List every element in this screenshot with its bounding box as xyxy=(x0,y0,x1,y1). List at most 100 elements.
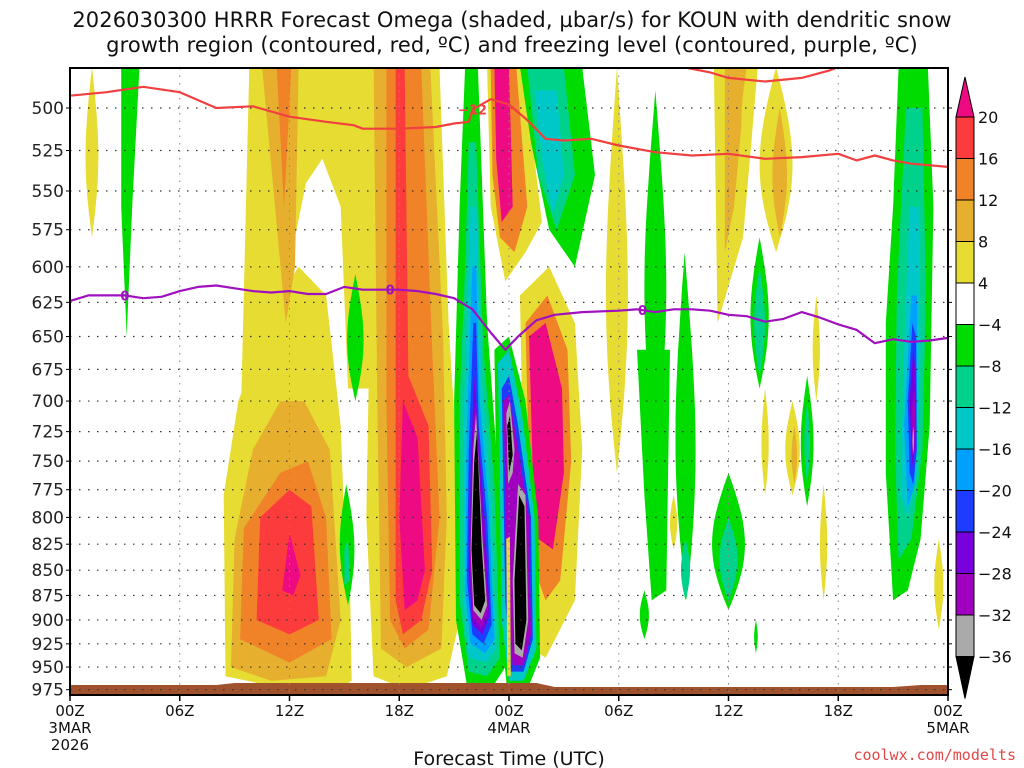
x-tick-label: 5MAR xyxy=(926,719,969,737)
omega-positive-column-right xyxy=(605,68,628,473)
colorbar-bin xyxy=(955,448,975,491)
y-tick-label: 825 xyxy=(32,535,64,555)
contour-label: 0 xyxy=(638,304,647,319)
omega-positive-column-20 xyxy=(399,401,425,611)
omega-positive-small xyxy=(670,495,678,550)
omega-negative-band-12 xyxy=(534,90,564,215)
colorbar-bin xyxy=(955,614,975,657)
omega-positive-small-core xyxy=(791,425,798,485)
omega-positive-over-20 xyxy=(282,533,301,596)
x-tick-label: 12Z xyxy=(714,702,743,720)
temperature-contours xyxy=(70,68,948,351)
colorbar-triangle-top xyxy=(955,76,975,118)
contour-labels: −12 0 0 0 xyxy=(120,104,647,319)
y-tick-label: 700 xyxy=(32,392,64,412)
omega-negative-small xyxy=(639,590,649,640)
chart-title: 2026030300 HRRR Forecast Omega (shaded, … xyxy=(0,8,1024,58)
omega-ascent-over-36 xyxy=(471,431,486,614)
y-tick-label: 925 xyxy=(32,635,64,655)
omega-positive-streak xyxy=(85,68,99,238)
colorbar-label: −20 xyxy=(978,482,1012,501)
y-tick-label: 750 xyxy=(32,452,64,472)
y-tick-label: 675 xyxy=(32,360,64,380)
omega-positive-region xyxy=(225,68,391,690)
colorbar-label: −36 xyxy=(978,648,1012,667)
y-tick-label: 800 xyxy=(32,508,64,528)
colorbar-label: −4 xyxy=(978,316,1002,335)
x-tick-label: 06Z xyxy=(604,702,633,720)
colorbar-label: 8 xyxy=(978,233,988,252)
credit-link[interactable]: coolwx.com/modelts xyxy=(853,746,1016,764)
x-tick-label: 06Z xyxy=(165,702,194,720)
x-tick-label: 00Z xyxy=(494,702,523,720)
colorbar-bin xyxy=(955,199,975,242)
omega-negative-column xyxy=(121,68,140,337)
omega-positive-sliver xyxy=(506,536,511,677)
colorbar-label: 20 xyxy=(978,108,998,127)
contour-line xyxy=(70,85,948,168)
colorbar-label: −8 xyxy=(978,357,1002,376)
omega-negative-lens-core xyxy=(719,517,738,601)
ground-fill xyxy=(70,683,948,695)
colorbar-label: 12 xyxy=(978,191,998,210)
omega-positive-thin xyxy=(934,538,944,630)
y-tick-label: 900 xyxy=(32,611,64,631)
colorbar-label: 16 xyxy=(978,150,998,169)
omega-positive-thin xyxy=(761,388,769,496)
omega-positive-lobe-20 xyxy=(529,323,564,550)
contour-label: 0 xyxy=(120,289,129,304)
colorbar: 20 16 12 8 4 −4 −8 −12 −16 −20 −24 −28 −32 −36 xyxy=(955,76,1012,699)
y-tick-label: 850 xyxy=(32,561,64,581)
colorbar-label: 4 xyxy=(978,274,988,293)
y-tick-label: 650 xyxy=(32,328,64,348)
contour-label: 0 xyxy=(386,284,395,299)
omega-negative-lens-core xyxy=(754,266,766,376)
colorbar-bin xyxy=(955,407,975,450)
colorbar-label: −28 xyxy=(978,565,1012,584)
colorbar-bin xyxy=(955,490,975,533)
x-tick-label: 12Z xyxy=(275,702,304,720)
omega-negative-lower xyxy=(637,349,670,601)
colorbar-bin xyxy=(955,282,975,325)
x-tick-label: 18Z xyxy=(385,702,414,720)
omega-ascent-plume-32 xyxy=(912,425,914,456)
omega-positive-upper-right-8 xyxy=(724,68,747,253)
ground-surface xyxy=(70,683,948,695)
y-tick-label: 775 xyxy=(32,481,64,501)
y-tick-label: 975 xyxy=(32,681,64,701)
x-tick-label: 4MAR xyxy=(487,719,530,737)
omega-ascent-right-over-36 xyxy=(514,495,527,651)
omega-negative-small-core xyxy=(804,401,810,485)
omega-negative-column xyxy=(675,252,696,601)
y-axis: 500 525 550 575 600 625 650 675 700 725 750 775 800 8… xyxy=(32,99,952,701)
colorbar-bin xyxy=(955,531,975,574)
omega-positive-right-core xyxy=(772,108,787,238)
x-tick-label: 2026 xyxy=(51,736,89,754)
x-tick-label: 18Z xyxy=(824,702,853,720)
colorbar-label: −32 xyxy=(978,606,1012,625)
colorbar-bin xyxy=(955,365,975,408)
colorbar-bin xyxy=(955,573,975,616)
x-tick-label: 00Z xyxy=(933,702,962,720)
y-tick-label: 575 xyxy=(32,221,64,241)
x-tick-label: 00Z xyxy=(55,702,84,720)
y-tick-label: 875 xyxy=(32,586,64,606)
omega-positive-thin xyxy=(812,295,820,402)
omega-negative-core-small xyxy=(680,538,691,601)
colorbar-bin xyxy=(955,158,975,201)
omega-negative-core xyxy=(344,538,350,586)
y-tick-label: 725 xyxy=(32,423,64,443)
y-tick-label: 500 xyxy=(32,99,64,119)
colorbar-label: −12 xyxy=(978,399,1012,418)
chart-title-line-2: growth region (contoured, red, ºC) and f… xyxy=(106,33,918,57)
y-tick-label: 600 xyxy=(32,258,64,278)
omega-shading xyxy=(85,68,944,690)
colorbar-label: −16 xyxy=(978,440,1012,459)
omega-positive-upper-core xyxy=(276,68,292,207)
x-axis-title: Forecast Time (UTC) xyxy=(413,748,604,768)
colorbar-bin xyxy=(955,324,975,367)
contour-label: −12 xyxy=(458,104,487,119)
y-tick-label: 950 xyxy=(32,658,64,678)
